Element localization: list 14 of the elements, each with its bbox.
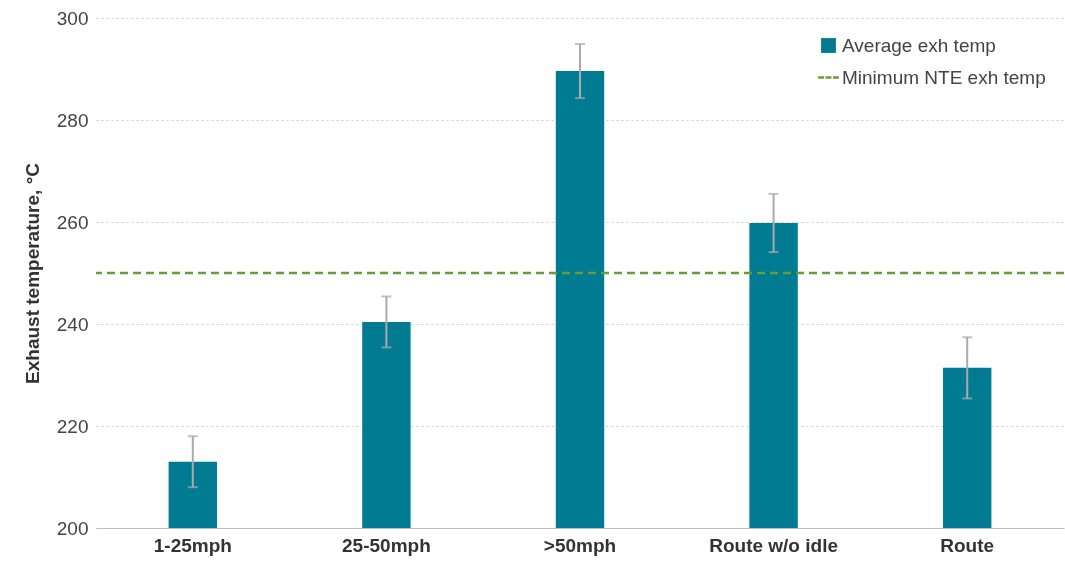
legend-label: Average exh temp [842, 34, 996, 56]
x-tick-label: 25-50mph [342, 534, 431, 556]
x-tick-label: Route w/o idle [709, 534, 838, 556]
y-axis-title: Exhaust temperature, °C [21, 162, 43, 384]
x-tick-label: 1-25mph [153, 534, 232, 556]
x-tick-label: Route [940, 534, 995, 556]
y-tick-label: 300 [56, 7, 89, 29]
y-tick-label: 200 [56, 517, 89, 539]
y-tick-label: 240 [56, 313, 89, 335]
legend-label: Minimum NTE exh temp [842, 66, 1046, 88]
x-tick-label: >50mph [543, 534, 617, 556]
y-tick-label: 280 [56, 109, 89, 131]
y-tick-label: 260 [56, 211, 89, 233]
y-tick-label: 220 [56, 415, 89, 437]
